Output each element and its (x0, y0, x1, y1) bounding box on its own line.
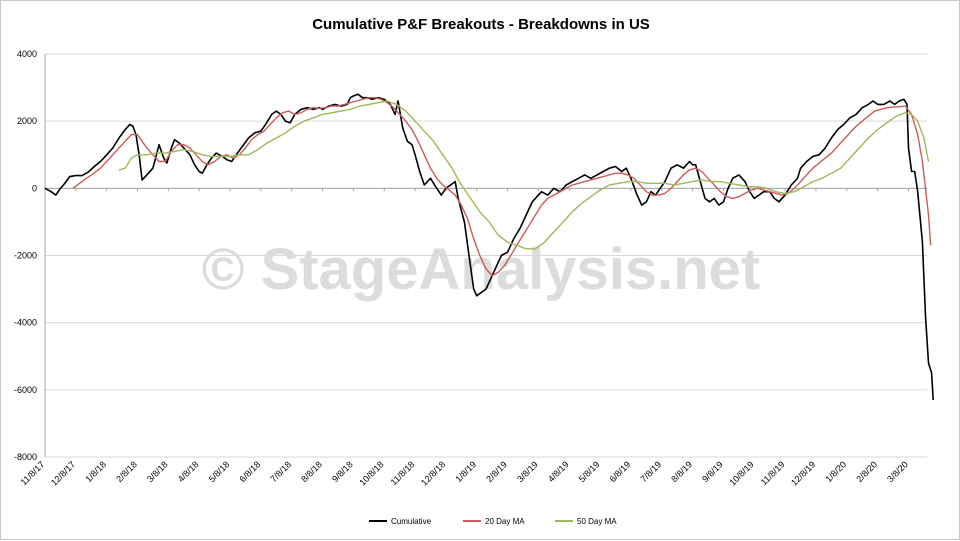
legend-label: 20 Day MA (485, 517, 525, 526)
legend-label: 50 Day MA (577, 517, 617, 526)
y-tick-label: -4000 (14, 318, 37, 328)
x-axis-tick-labels: 11/8/17 12/8/17 1/8/18 2/8/18 3/8/18 4/8/18 5/… (19, 459, 910, 487)
x-tick-label: 6/8/18 (238, 459, 263, 484)
x-tick-label: 2/8/19 (484, 459, 509, 484)
x-tick-label: 2/8/20 (854, 459, 879, 484)
x-tick-label: 7/8/19 (638, 459, 663, 484)
x-tick-label: 1/8/18 (83, 459, 108, 484)
y-axis-tick-labels: 4000 2000 0 -2000 -4000 -6000 -8000 (14, 49, 37, 462)
x-tick-label: 5/8/18 (207, 459, 232, 484)
x-tick-label: 3/8/18 (145, 459, 170, 484)
legend: Cumulative 20 Day MA 50 Day MA (369, 517, 617, 526)
x-tick-label: 1/8/19 (453, 459, 478, 484)
x-tick-label: 7/8/18 (268, 459, 293, 484)
x-tick-label: 10/8/19 (727, 459, 755, 487)
x-tick-label: 3/8/19 (515, 459, 540, 484)
y-tick-label: -2000 (14, 251, 37, 261)
series-line-20-day-ma (72, 97, 932, 277)
x-tick-label: 9/8/19 (700, 459, 725, 484)
x-tick-label: 3/8/20 (885, 459, 910, 484)
series-line-50-day-ma (118, 100, 930, 250)
y-tick-label: 2000 (17, 116, 37, 126)
watermark-text: © StageAnalysis.net (202, 237, 760, 302)
series-line-cumulative (44, 93, 934, 400)
x-tick-label: 1/8/20 (823, 459, 848, 484)
x-tick-label: 11/8/18 (389, 459, 417, 487)
x-tick-label: 4/8/18 (176, 459, 201, 484)
y-tick-label: 0 (32, 183, 37, 193)
y-tick-label: -6000 (14, 385, 37, 395)
x-tick-label: 12/8/18 (419, 459, 447, 487)
chart-title: Cumulative P&F Breakouts - Breakdowns in… (312, 16, 650, 33)
x-tick-label: 12/8/17 (49, 459, 77, 487)
x-tick-label: 12/8/19 (789, 459, 817, 487)
x-tick-label: 5/8/19 (577, 459, 602, 484)
x-tick-label: 9/8/18 (330, 459, 355, 484)
y-tick-label: -8000 (14, 452, 37, 462)
x-tick-label: 2/8/18 (114, 459, 139, 484)
axes (44, 54, 927, 457)
series-lines (44, 93, 934, 400)
gridlines (45, 53, 927, 458)
x-tick-label: 10/8/18 (357, 459, 385, 487)
x-tick-label: 8/8/18 (299, 459, 324, 484)
y-tick-label: 4000 (17, 49, 37, 59)
x-tick-label: 6/8/19 (608, 459, 633, 484)
x-tick-label: 8/8/19 (669, 459, 694, 484)
x-tick-label: 11/8/19 (759, 459, 787, 487)
x-tick-label: 11/8/17 (19, 459, 47, 487)
legend-label: Cumulative (391, 517, 432, 526)
x-tick-label: 4/8/19 (546, 459, 571, 484)
